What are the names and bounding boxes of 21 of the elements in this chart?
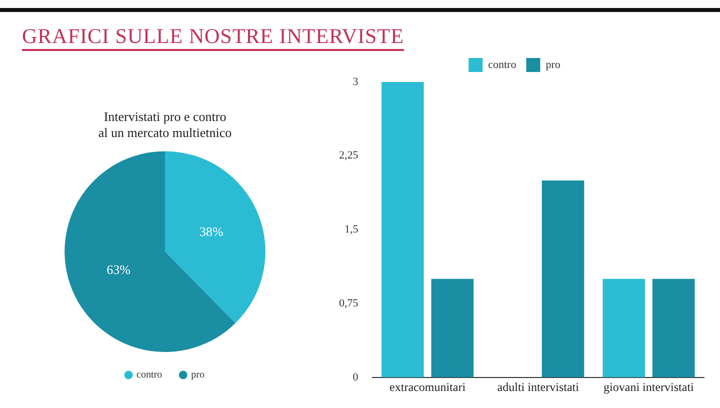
x-tick-label: giovani intervistati — [604, 380, 695, 394]
data-label: 63% — [106, 262, 131, 278]
y-tick-label: 3 — [352, 76, 359, 88]
legend-label: contro — [488, 58, 517, 71]
legend-label: contro — [136, 370, 162, 381]
bar — [431, 278, 474, 378]
x-tick-label: extracomunitari — [390, 380, 466, 394]
x-tick-label: adulti intervistati — [497, 380, 580, 394]
y-tick-label: 0,75 — [339, 297, 359, 310]
y-tick-label: 2,25 — [339, 150, 359, 162]
text: GRAFICI SULLE NOSTRE INTERVISTE — [22, 24, 404, 49]
bar — [542, 180, 584, 378]
bar — [602, 278, 645, 378]
bar — [652, 278, 695, 378]
legend-label: pro — [546, 58, 561, 71]
legend-label: pro — [191, 370, 204, 381]
bar — [382, 82, 424, 378]
y-tick-label: 0 — [352, 371, 359, 384]
y-tick-label: 1,5 — [344, 224, 359, 236]
chart-title: Intervistati pro e contro al un mercato multietnico — [98, 109, 232, 140]
data-label: 38% — [200, 224, 224, 239]
